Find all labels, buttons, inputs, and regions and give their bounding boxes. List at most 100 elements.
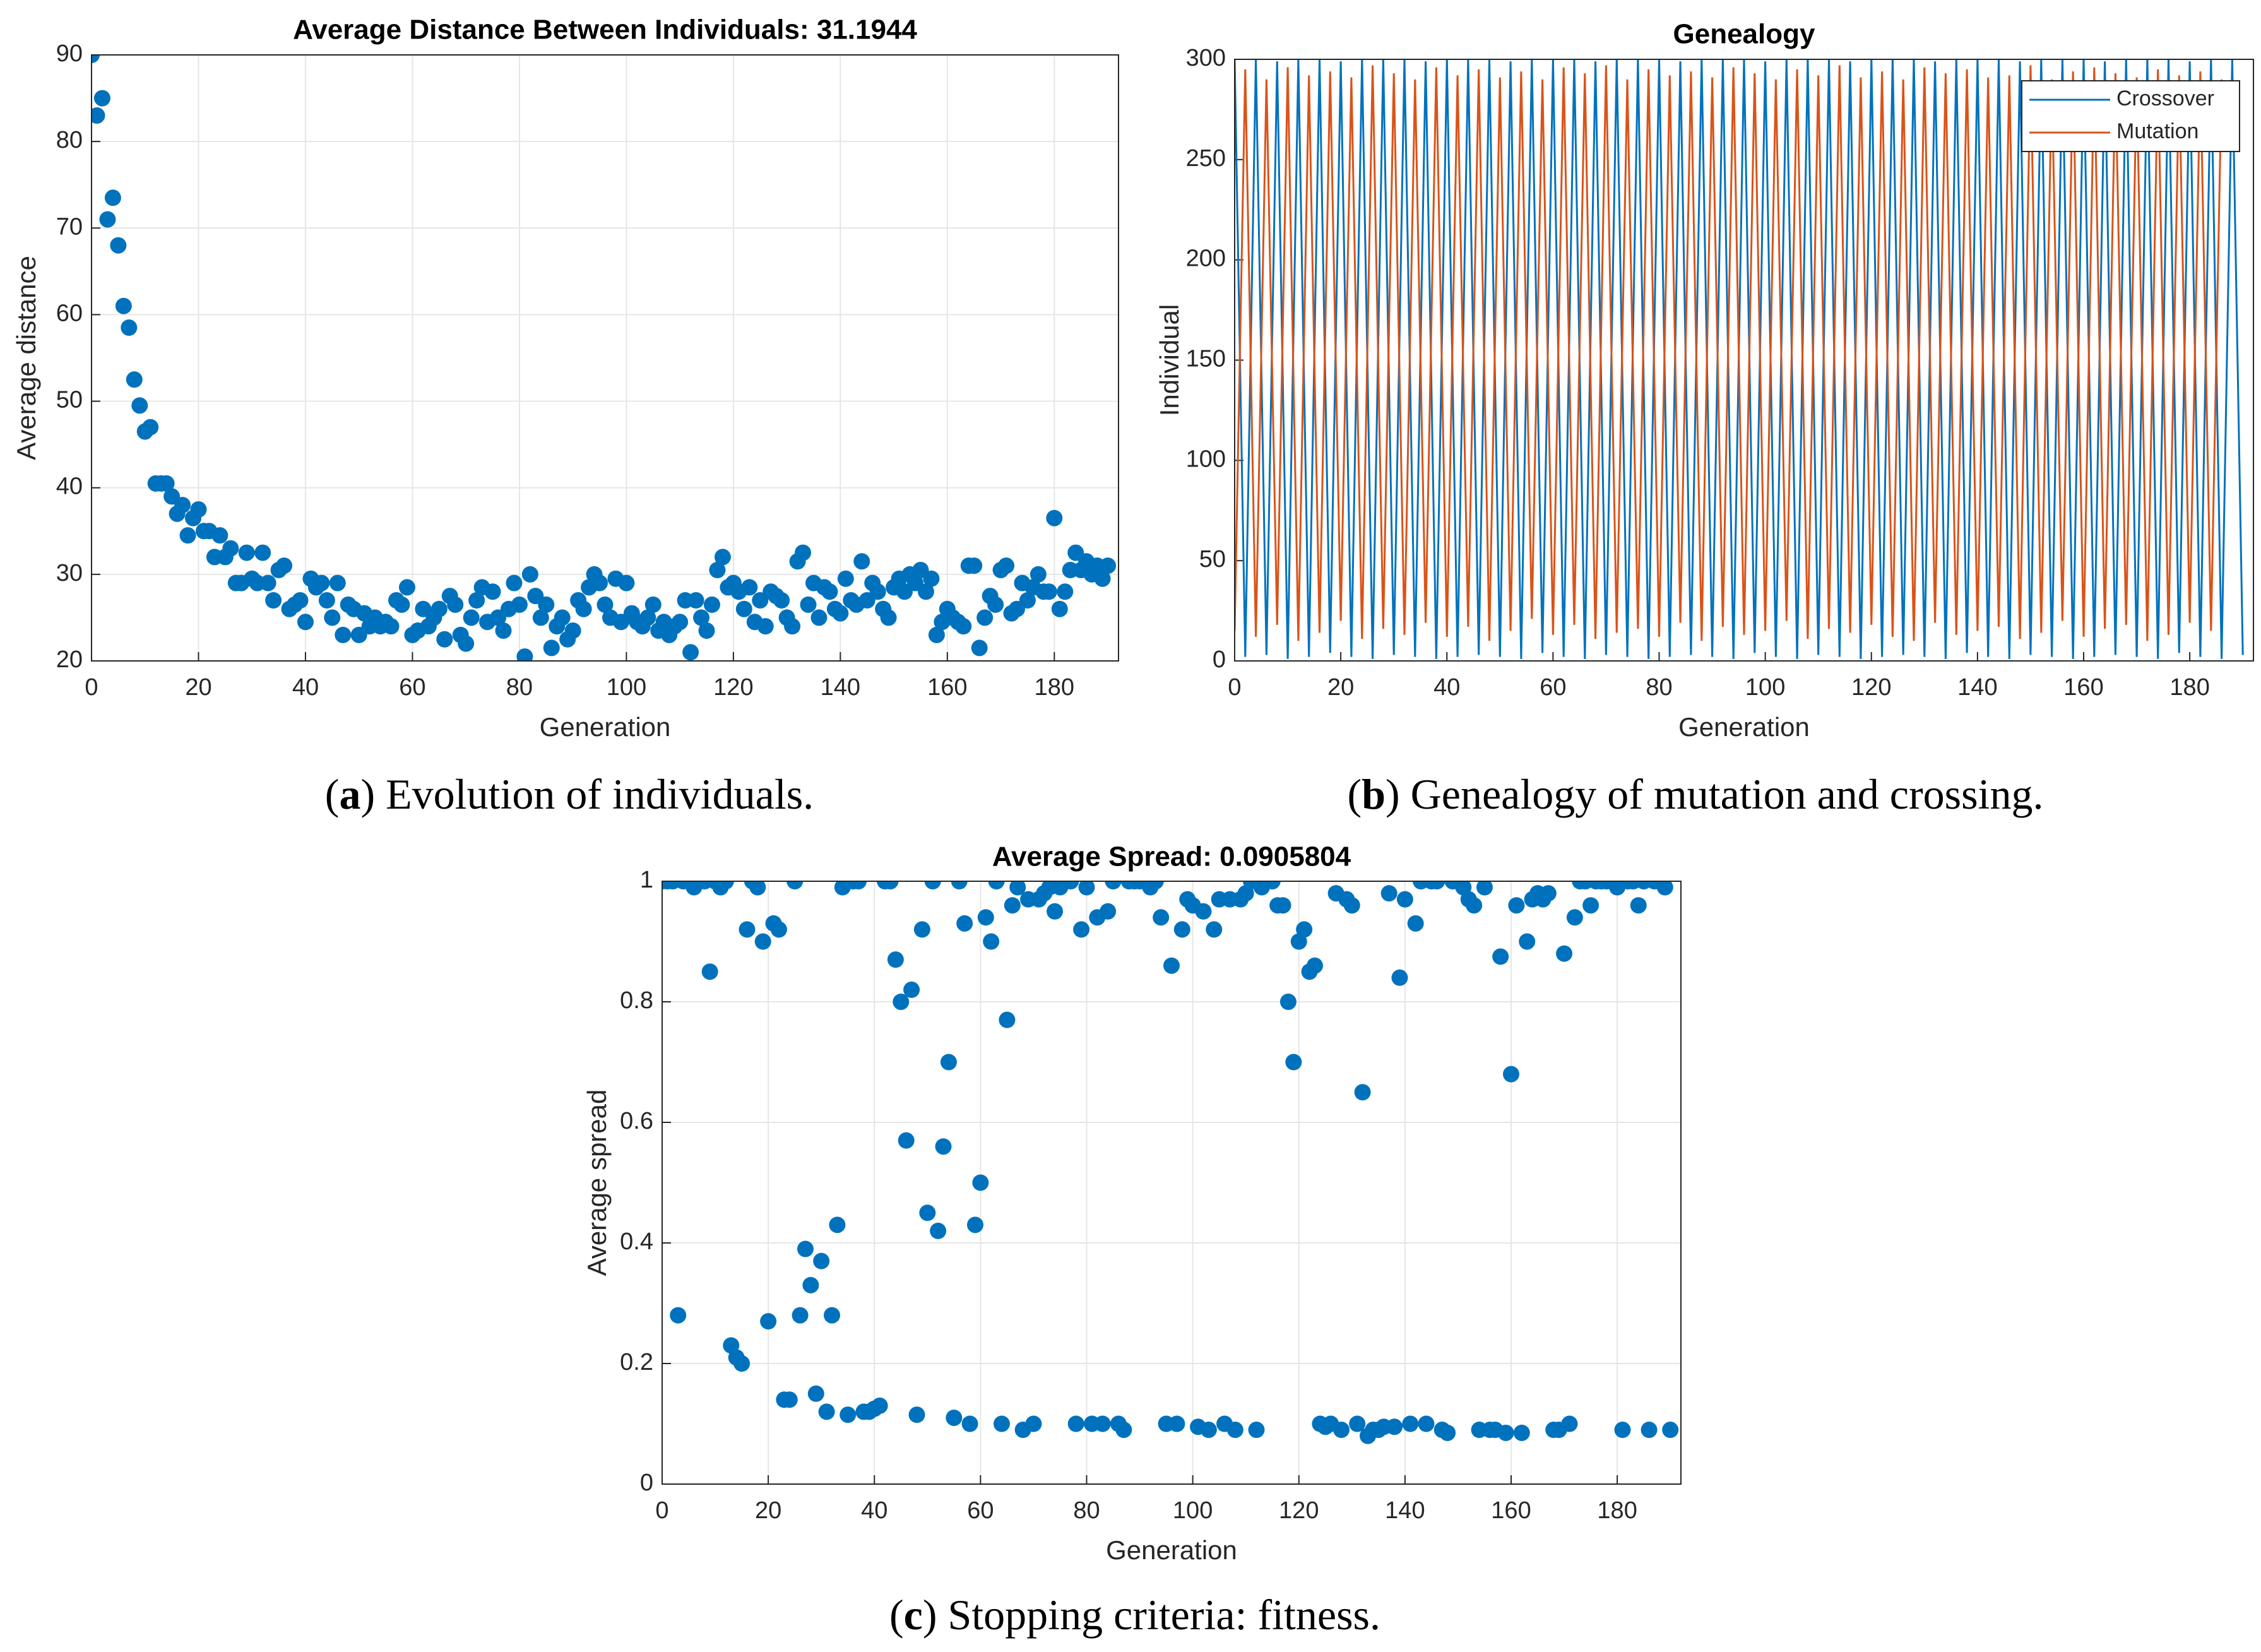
point (1582, 897, 1599, 914)
caption-paren: ( (1348, 770, 1362, 818)
point (393, 596, 410, 613)
x-tick-label: 140 (821, 674, 860, 701)
point (1100, 903, 1117, 920)
point (733, 1355, 751, 1372)
marks (1235, 59, 2244, 659)
x-tick-label: 180 (1597, 1497, 1637, 1524)
point (693, 609, 710, 626)
point (757, 618, 774, 635)
y-tick-label: 0 (640, 1470, 653, 1496)
y-tick-label: 40 (56, 473, 83, 500)
plot-area (1235, 59, 2253, 661)
point (1561, 1415, 1578, 1432)
point (935, 1138, 952, 1155)
y-tick-label: 0.6 (620, 1108, 653, 1134)
point (908, 1406, 925, 1423)
marks (662, 881, 1679, 1444)
caption-text: Stopping criteria: fitness. (947, 1591, 1380, 1639)
point (784, 618, 801, 635)
chart: 0 20 40 60 80 100 120 140 160 180 0 0.2 0.4 0.6 0.8 1 Av… (582, 841, 1682, 1639)
point (807, 1385, 824, 1402)
point (1094, 1415, 1111, 1432)
x-tick-label: 60 (967, 1497, 994, 1524)
point (795, 544, 812, 561)
y-tick-label: 250 (1186, 145, 1226, 172)
caption-text: Evolution of individuals. (386, 770, 814, 818)
point (923, 570, 940, 587)
x-tick-label: 40 (292, 674, 319, 701)
point (792, 1307, 809, 1324)
point (1492, 948, 1509, 965)
point (1047, 903, 1064, 920)
x-tick-label: 180 (1035, 674, 1074, 701)
point (1195, 903, 1212, 920)
point (786, 881, 804, 889)
x-tick-label: 140 (1957, 674, 1997, 701)
x-tick-label: 80 (506, 674, 533, 701)
y-tick-label: 0 (1213, 646, 1226, 673)
point (543, 639, 560, 657)
point (1630, 897, 1647, 914)
point (93, 90, 110, 107)
x-axis-label: Generation (1106, 1535, 1237, 1565)
point (1407, 915, 1424, 932)
caption-paren: ) (923, 1591, 948, 1639)
point (1349, 1415, 1366, 1432)
chart-title: Genealogy (1673, 19, 1815, 50)
point (92, 107, 105, 124)
point (1476, 881, 1493, 896)
point (741, 579, 758, 596)
point (717, 881, 734, 889)
x-tick-label: 180 (2169, 674, 2209, 701)
point (813, 1252, 830, 1269)
point (1062, 881, 1079, 889)
series-line (1235, 65, 2223, 641)
x-tick-label: 0 (655, 1497, 668, 1524)
point (714, 549, 731, 566)
point (1513, 1424, 1530, 1441)
point (893, 994, 910, 1010)
point (1508, 897, 1525, 914)
point (1248, 1422, 1265, 1439)
x-tick-label: 40 (861, 1497, 887, 1524)
point (238, 544, 255, 561)
point (1067, 1415, 1084, 1432)
x-tick-label: 20 (185, 674, 211, 701)
x-tick-label: 0 (85, 674, 98, 701)
point (832, 605, 849, 622)
point (1163, 957, 1180, 974)
point (1004, 897, 1021, 914)
point (329, 574, 346, 591)
point (898, 1132, 915, 1149)
point (837, 570, 854, 587)
y-tick-label: 0.4 (620, 1228, 653, 1255)
point (1380, 885, 1398, 902)
y-tick-label: 0.8 (620, 987, 653, 1014)
point (1051, 600, 1068, 617)
point (131, 397, 148, 414)
point (966, 557, 983, 574)
point (1296, 921, 1313, 938)
point (1614, 1422, 1631, 1439)
x-tick-label: 160 (1491, 1497, 1531, 1524)
x-tick-label: 60 (399, 674, 425, 701)
point (998, 557, 1015, 574)
point (211, 527, 228, 544)
point (903, 981, 920, 998)
point (324, 609, 341, 626)
point (398, 579, 415, 596)
point (821, 583, 838, 600)
point (829, 1216, 846, 1233)
y-tick-label: 70 (56, 213, 83, 240)
caption-paren: ) (360, 770, 386, 818)
point (924, 881, 941, 889)
point (1040, 583, 1057, 600)
y-axis-label: Average distance (11, 256, 41, 460)
point (463, 609, 480, 626)
point (987, 596, 1004, 613)
point (104, 189, 121, 206)
axes-box (1234, 59, 2254, 662)
point (1073, 921, 1090, 938)
point (709, 562, 726, 578)
